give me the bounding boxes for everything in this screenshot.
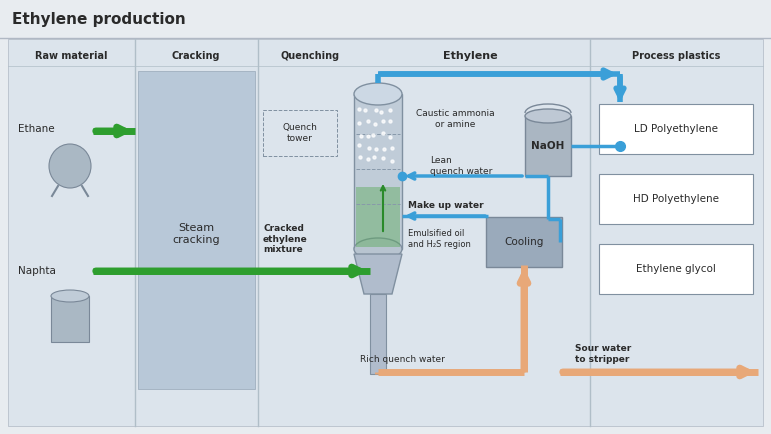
Text: Quenching: Quenching: [281, 51, 339, 61]
Text: HD Polyethylene: HD Polyethylene: [633, 194, 719, 204]
Text: Lean
quench water: Lean quench water: [430, 156, 493, 176]
Text: NaOH: NaOH: [531, 141, 564, 151]
FancyBboxPatch shape: [51, 296, 89, 342]
Text: Ethylene production: Ethylene production: [12, 12, 186, 27]
Text: Cooling: Cooling: [504, 237, 544, 247]
Ellipse shape: [51, 290, 89, 302]
FancyBboxPatch shape: [525, 116, 571, 176]
FancyBboxPatch shape: [486, 217, 562, 267]
Ellipse shape: [354, 83, 402, 105]
Text: Naphta: Naphta: [18, 266, 56, 276]
Ellipse shape: [49, 144, 91, 188]
Ellipse shape: [354, 238, 402, 260]
Text: Cracked
ethylene
mixture: Cracked ethylene mixture: [263, 224, 308, 254]
Text: Quench
tower: Quench tower: [282, 123, 318, 143]
Text: Caustic ammonia
or amine: Caustic ammonia or amine: [416, 109, 494, 129]
Text: Steam
cracking: Steam cracking: [172, 223, 220, 245]
FancyBboxPatch shape: [354, 94, 402, 249]
Text: Rich quench water: Rich quench water: [360, 355, 445, 364]
Ellipse shape: [525, 109, 571, 123]
Polygon shape: [354, 254, 402, 294]
FancyBboxPatch shape: [8, 39, 763, 426]
FancyBboxPatch shape: [138, 71, 255, 389]
Text: Make up water: Make up water: [408, 201, 483, 210]
Text: Ethylene glycol: Ethylene glycol: [636, 264, 716, 274]
Text: Ethylene: Ethylene: [443, 51, 497, 61]
Text: Emulsified oil
and H₂S region: Emulsified oil and H₂S region: [408, 229, 471, 249]
Text: Ethane: Ethane: [18, 124, 55, 134]
FancyBboxPatch shape: [599, 244, 753, 294]
FancyBboxPatch shape: [599, 104, 753, 154]
FancyBboxPatch shape: [599, 174, 753, 224]
Text: Raw material: Raw material: [35, 51, 107, 61]
Text: Process plastics: Process plastics: [631, 51, 720, 61]
FancyBboxPatch shape: [370, 294, 386, 374]
Text: Sour water
to stripper: Sour water to stripper: [575, 344, 631, 364]
FancyBboxPatch shape: [0, 0, 771, 38]
FancyBboxPatch shape: [356, 187, 400, 247]
Text: Cracking: Cracking: [172, 51, 221, 61]
Text: LD Polyethylene: LD Polyethylene: [634, 124, 718, 134]
